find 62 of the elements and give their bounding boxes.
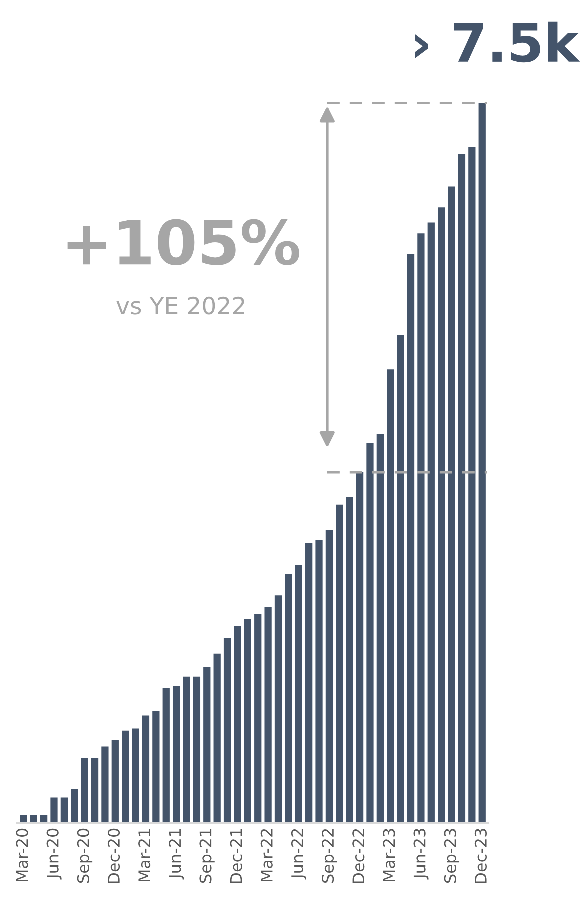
x-tick-label: Jun-20 [46,828,62,880]
x-tick-label: Sep-22 [322,829,338,883]
bar [254,614,262,823]
bar [81,758,88,823]
bar [397,335,404,823]
bar [306,543,313,823]
x-tick-label: Sep-20 [77,828,93,883]
bar [458,154,466,823]
bar [193,676,201,823]
bar [438,208,446,823]
bar [274,596,282,823]
bar [152,711,160,823]
bar [172,686,180,823]
bar [326,530,334,823]
x-tick-label: Dec-22 [352,829,365,884]
bar [102,746,109,823]
bar [366,443,374,823]
bar [234,626,242,823]
bar [448,186,456,823]
bar [468,147,476,823]
bar [224,638,232,823]
x-tick-label: Mar-21 [138,829,151,882]
bar [122,730,130,823]
bar [162,688,170,823]
bar [336,504,344,823]
x-tick-label: Jun-22 [291,829,306,880]
bar [478,103,486,823]
x-tick-label: Sep-21 [200,829,215,883]
annotation: +105% [68,219,300,266]
bar [356,472,364,823]
bar [204,668,211,823]
bar [183,676,190,823]
bar [387,370,394,823]
bar [407,254,415,823]
bar [50,798,58,823]
bar [214,654,221,823]
bar [91,758,99,823]
bar [244,619,252,823]
bar [376,434,384,823]
x-tick-label: Mar-23 [383,829,396,882]
bar [418,234,425,823]
x-tick-label: Mar-22 [260,829,273,882]
x-tick-label: Dec-21 [230,829,242,884]
x-tick-label: Dec-23 [474,829,487,884]
bar [71,789,78,823]
x-tick-label: Jun-23 [414,829,429,880]
bar [112,740,119,823]
bar [132,728,140,823]
x-tick-label: Sep-23 [444,829,460,883]
bar [285,574,292,823]
bar [428,222,435,823]
bar [295,565,302,823]
x-tick-label: Mar-20 [16,828,28,882]
bar [346,496,354,823]
bar [142,716,150,823]
x-tick-label: Dec-20 [108,828,120,884]
bar [264,607,272,823]
annotation: vs YE 2022 [116,296,244,315]
chart-title: › 7.5k [415,22,580,63]
bar [60,798,68,823]
x-tick-label: Jun-21 [169,829,184,880]
bar [316,540,323,823]
